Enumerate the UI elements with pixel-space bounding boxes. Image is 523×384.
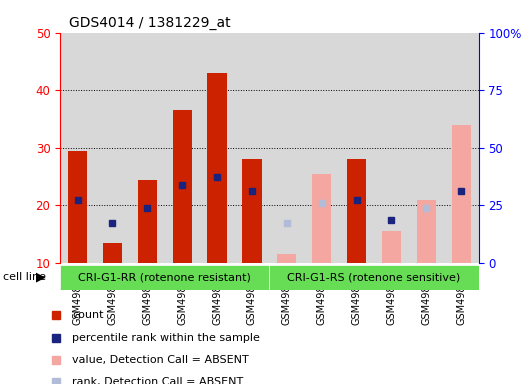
Bar [374,33,409,263]
Text: value, Detection Call = ABSENT: value, Detection Call = ABSENT [72,355,249,365]
Bar [339,33,374,263]
Bar [277,254,297,263]
Bar [347,159,366,263]
Bar [242,159,262,263]
Text: CRI-G1-RR (rotenone resistant): CRI-G1-RR (rotenone resistant) [78,272,251,283]
Bar [382,231,401,263]
Bar [165,33,200,263]
Text: ▶: ▶ [37,271,46,284]
Bar [304,33,339,263]
Bar [200,33,234,263]
Text: GDS4014 / 1381229_at: GDS4014 / 1381229_at [69,16,230,30]
Bar [234,33,269,263]
Bar [130,33,165,263]
Bar [68,151,87,263]
Bar [451,125,471,263]
Bar [173,111,192,263]
Bar [269,33,304,263]
Text: rank, Detection Call = ABSENT: rank, Detection Call = ABSENT [72,377,244,384]
Bar [138,180,157,263]
Text: CRI-G1-RS (rotenone sensitive): CRI-G1-RS (rotenone sensitive) [287,272,461,283]
Bar [417,200,436,263]
Text: cell line: cell line [3,272,46,282]
Bar [103,243,122,263]
Bar [269,265,479,290]
Bar [409,33,444,263]
Bar [444,33,479,263]
Bar [95,33,130,263]
Text: count: count [72,310,104,320]
Bar [208,73,226,263]
Bar [60,33,95,263]
Bar [60,265,269,290]
Bar [312,174,331,263]
Text: percentile rank within the sample: percentile rank within the sample [72,333,260,343]
